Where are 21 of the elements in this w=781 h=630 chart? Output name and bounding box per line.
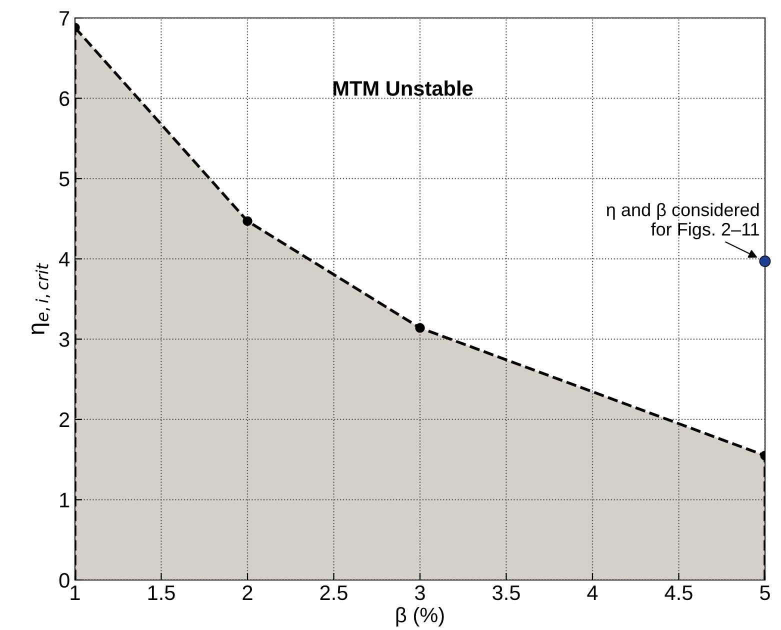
y-tick-label: 6 <box>60 91 70 106</box>
y-axis-title: η$_{e,i,crit}$ <box>32 262 50 334</box>
x-tick-label: 1.5 <box>148 586 175 600</box>
y-tick-label: 4 <box>59 252 70 266</box>
x-axis-title: β (%) <box>396 607 444 626</box>
x-tick-label: 2.5 <box>320 585 348 600</box>
x-tick-label: 3.5 <box>492 585 520 600</box>
x-tick-label: 2 <box>242 585 252 600</box>
annotation: η and β considered for Figs. 2–11 <box>606 202 759 240</box>
x-tick-label: 5 <box>760 586 770 600</box>
y-tick-label: 5 <box>59 172 70 186</box>
x-tick-label: 4.5 <box>664 586 692 600</box>
y-tick-label: 2 <box>60 412 70 427</box>
y-tick-label: 1 <box>60 492 70 508</box>
x-tick-label: 1 <box>70 586 80 600</box>
y-tick-label: 3 <box>59 332 70 347</box>
annotation: MTM Unstable <box>334 80 473 96</box>
x-tick-label: 3 <box>415 585 425 600</box>
x-tick-label: 4 <box>587 586 598 600</box>
y-tick-label: 7 <box>60 11 70 26</box>
y-tick-label: 0 <box>59 573 70 588</box>
